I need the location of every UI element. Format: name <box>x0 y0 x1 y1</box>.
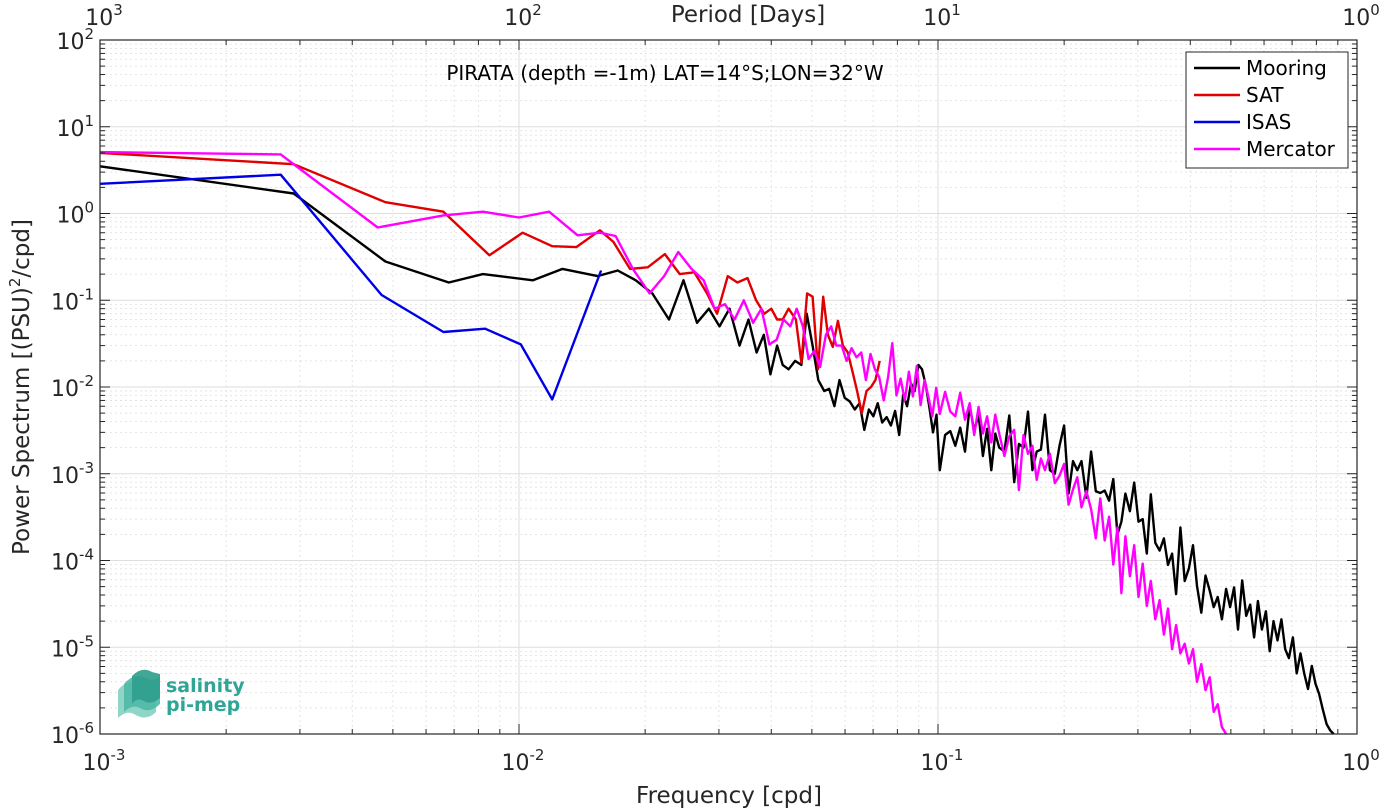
logo-line2: pi-mep <box>166 694 240 716</box>
top-tick-label: 102 <box>504 1 542 31</box>
y-tick-label: 102 <box>56 25 94 55</box>
series-line-isas <box>99 173 603 401</box>
y-tick-label: 101 <box>56 112 94 142</box>
y-tick-label: 10-1 <box>51 285 94 315</box>
top-tick-label: 101 <box>923 1 961 31</box>
salinity-pi-mep-logo: salinity pi-mep <box>118 669 245 718</box>
wave-logo-icon <box>118 669 160 718</box>
x-tick-label: 10-3 <box>83 746 126 776</box>
y-tick-label: 10-2 <box>51 372 94 402</box>
y-tick-label: 10-6 <box>51 719 94 749</box>
x-tick-label: 100 <box>1342 746 1380 776</box>
legend-label-mooring: Mooring <box>1246 56 1327 80</box>
legend-label-isas: ISAS <box>1246 110 1291 134</box>
y-tick-label: 10-3 <box>51 459 94 489</box>
series-layer <box>99 150 1335 735</box>
x-tick-label: 10-1 <box>921 746 964 776</box>
chart-title: PIRATA (depth =-1m) LAT=14°S;LON=32°W <box>446 61 884 85</box>
tick-marks <box>99 40 1357 735</box>
y-tick-label: 10-5 <box>51 632 94 662</box>
top-tick-label: 103 <box>85 1 123 31</box>
legend-label-mercator: Mercator <box>1246 137 1336 161</box>
top-tick-label: 100 <box>1342 1 1380 31</box>
y-tick-label: 100 <box>56 199 94 229</box>
logo-line1: salinity <box>166 675 245 697</box>
y-axis-title: Power Spectrum [(PSU)2/cpd] <box>6 219 35 555</box>
legend-label-sat: SAT <box>1246 83 1284 107</box>
y-tick-label: 10-4 <box>51 546 94 576</box>
top-axis-title: Period [Days] <box>671 2 825 28</box>
series-line-sat <box>99 151 881 415</box>
series-line-mercator <box>99 150 1228 735</box>
x-tick-label: 10-2 <box>502 746 545 776</box>
legend: Mooring SAT ISAS Mercator <box>1185 51 1349 169</box>
x-axis-title: Frequency [cpd] <box>636 783 822 809</box>
